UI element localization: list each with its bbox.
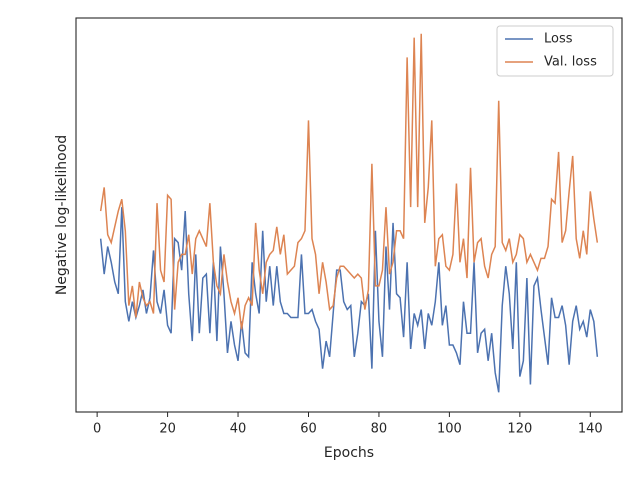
x-tick-label: 100 <box>437 422 462 437</box>
axes-frame <box>75 17 623 413</box>
x-tick-label: 140 <box>578 422 603 437</box>
y-axis-label: Negative log-likelihood <box>54 135 70 295</box>
x-tick-label: 0 <box>93 422 101 437</box>
x-axis-label: Epochs <box>324 445 374 461</box>
x-tick-label: 120 <box>507 422 532 437</box>
legend-label: Val. loss <box>544 55 597 70</box>
x-tick-label: 40 <box>230 422 247 437</box>
series-line <box>99 207 599 393</box>
x-tick-label: 60 <box>300 422 317 437</box>
x-tick-label: 20 <box>159 422 176 437</box>
x-tick-label: 80 <box>371 422 388 437</box>
legend-label: Loss <box>544 32 573 47</box>
series-line <box>99 33 599 330</box>
